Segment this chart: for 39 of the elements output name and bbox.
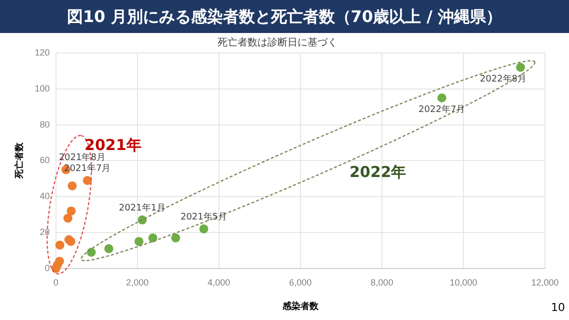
x-tick-label: 4,000 (208, 277, 230, 288)
point (134, 236, 144, 246)
point (437, 93, 446, 102)
point (199, 224, 208, 234)
x-tick-label: 8,000 (370, 277, 394, 288)
point (55, 240, 64, 250)
y-axis-title: 死亡者数 (14, 142, 24, 180)
point (68, 181, 77, 190)
annotation: 2021年 (84, 136, 142, 154)
annotation: 2021年1月 (118, 202, 166, 214)
chart-title: 図10 月別にみる感染者数と死亡者数（70歳以上 / 沖縄県） (0, 0, 569, 33)
point (516, 62, 526, 72)
chart-subtitle: 死亡者数は診断日に基づく (218, 36, 338, 49)
x-tick-label: 12,000 (531, 277, 559, 288)
annotation: 2022年 (349, 163, 406, 182)
point (82, 176, 92, 185)
point (104, 244, 114, 254)
point (66, 206, 76, 216)
x-tick-label: 0 (53, 277, 58, 288)
annotation: 2022年8月 (480, 74, 527, 85)
y-tick-label: 40 (40, 191, 50, 202)
y-tick-label: 120 (34, 47, 50, 58)
annotation: 2021年5月 (180, 211, 228, 222)
annotation: 2022年7月 (418, 104, 466, 116)
y-tick-label: 20 (40, 226, 50, 237)
point (171, 233, 180, 242)
x-axis-title: 感染者数 (281, 301, 320, 312)
annotation: 2021年8月 (58, 152, 106, 164)
y-tick-label: 80 (40, 119, 50, 130)
point (148, 233, 158, 242)
x-tick-label: 2,000 (126, 277, 149, 288)
point (63, 214, 72, 223)
text: 10 (551, 301, 565, 314)
x-tick-label: 6,000 (289, 277, 312, 288)
point (86, 248, 96, 257)
y-tick-label: 60 (40, 155, 50, 166)
y-tick-label: 100 (34, 83, 50, 94)
x-tick-label: 10,000 (450, 277, 478, 288)
y-tick-label: 0 (44, 262, 50, 273)
